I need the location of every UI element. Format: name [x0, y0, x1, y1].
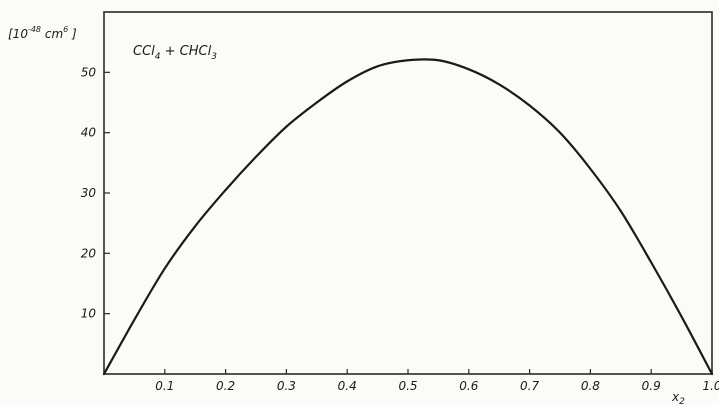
x-tick-label: 0.5 [398, 379, 417, 393]
y-tick-label: 50 [81, 65, 97, 79]
series-line [102, 58, 714, 376]
x-axis-label: x2 [671, 390, 685, 405]
y-tick-label: 20 [81, 246, 97, 260]
x-tick-label: 0.1 [155, 379, 174, 393]
y-axis-ticks: 10 20 30 40 50 [81, 65, 110, 321]
x-tick-label: 0.4 [338, 379, 357, 393]
x-tick-label: 0.9 [642, 379, 661, 393]
x-tick-label: 0.8 [581, 379, 600, 393]
y-tick-label: 40 [81, 126, 97, 140]
x-axis-ticks: 0.1 0.2 0.3 0.4 0.5 0.6 0.7 0.8 0.9 1.0 [155, 369, 719, 393]
x-tick-label: 0.2 [216, 379, 235, 393]
data-series [102, 58, 714, 376]
series-annotation: CCl4 + CHCl3 [133, 44, 217, 62]
y-tick-label: 10 [81, 307, 97, 321]
x-tick-label: 0.3 [277, 379, 296, 393]
y-tick-label: 30 [81, 186, 97, 200]
x-tick-label: 0.7 [520, 379, 539, 393]
y-axis-unit-label: [10-48 cm6 ] [8, 25, 77, 41]
x-tick-label: 1.0 [702, 379, 719, 393]
x-tick-label: 0.6 [459, 379, 478, 393]
